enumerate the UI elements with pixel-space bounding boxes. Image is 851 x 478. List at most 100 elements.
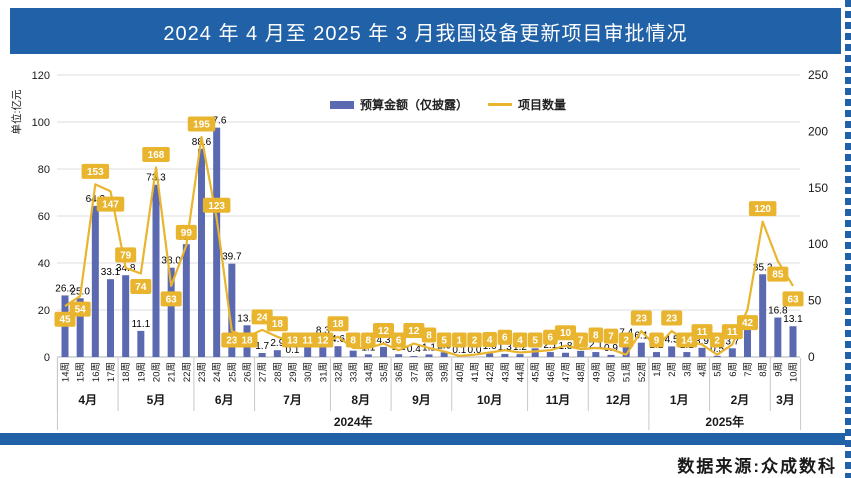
budget-bar — [744, 328, 751, 357]
count-label-box — [527, 332, 543, 348]
month-label: 11月 — [546, 393, 571, 407]
count-label: 120 — [754, 204, 771, 215]
count-label: 11 — [727, 327, 738, 338]
count-label: 85 — [772, 270, 784, 281]
count-label-box — [512, 332, 528, 348]
count-label-box — [175, 224, 197, 240]
count-label-box — [187, 116, 216, 132]
count-label-box — [391, 332, 406, 348]
x-axis-week-label: 16周 — [91, 362, 102, 382]
count-label-box — [266, 316, 288, 332]
count-label: 168 — [148, 150, 165, 161]
x-axis-week-label: 4周 — [698, 362, 709, 377]
x-axis-week-label: 44周 — [516, 362, 527, 382]
count-label: 6 — [548, 333, 554, 344]
count-label-box — [691, 324, 713, 340]
count-label: 12 — [317, 336, 329, 347]
count-label-box — [361, 332, 376, 348]
budget-value-label: 73.3 — [146, 173, 166, 184]
count-label-box — [543, 329, 558, 345]
legend-item-count: 项目数量 — [488, 96, 566, 113]
budget-bar — [213, 127, 221, 357]
count-label: 12 — [378, 326, 390, 337]
count-label: 74 — [135, 282, 147, 293]
x-axis-week-label: 35周 — [379, 362, 390, 382]
x-axis-week-label: 10周 — [789, 362, 800, 382]
count-label: 18 — [332, 319, 344, 330]
budget-bar — [622, 339, 630, 357]
count-label: 63 — [787, 294, 799, 305]
count-label-box — [421, 327, 437, 343]
budget-bar — [653, 352, 660, 357]
month-label: 12月 — [606, 393, 631, 407]
count-label: 1 — [457, 336, 463, 347]
x-axis-week-label: 15周 — [76, 362, 87, 382]
month-label: 9月 — [412, 393, 431, 407]
count-label: 23 — [226, 336, 238, 347]
left-axis-tick-label: 100 — [32, 117, 50, 129]
x-axis-week-label: 17周 — [106, 362, 117, 382]
month-label: 10月 — [477, 393, 502, 407]
count-label-box — [312, 332, 334, 348]
budget-bar — [395, 354, 403, 357]
count-label: 6 — [502, 333, 508, 344]
line-series-swatch — [488, 103, 513, 106]
count-label: 2 — [623, 336, 629, 347]
x-axis-week-label: 21周 — [167, 362, 178, 382]
budget-bar — [698, 347, 706, 357]
x-axis-week-label: 28周 — [273, 362, 284, 382]
count-label: 9 — [654, 336, 660, 347]
budget-bar — [562, 352, 569, 357]
count-label: 8 — [366, 336, 372, 347]
count-label-box — [782, 291, 804, 307]
budget-value-label: 26.2 — [55, 283, 75, 294]
count-label: 10 — [560, 328, 572, 339]
budget-bar — [789, 326, 797, 357]
budget-value-label: 64.3 — [86, 194, 106, 205]
budget-value-label: 35.2 — [753, 262, 773, 273]
budget-bar — [380, 346, 387, 357]
chart-legend: 预算金额（仅披露） 项目数量 — [330, 96, 566, 113]
x-axis-week-label: 9周 — [773, 362, 784, 377]
count-label: 5 — [441, 336, 447, 347]
count-label-box — [497, 329, 513, 345]
year-label: 2024年 — [334, 414, 373, 429]
count-label-box — [436, 332, 452, 348]
x-axis-week-label: 38周 — [425, 362, 436, 382]
count-label: 45 — [59, 315, 71, 326]
count-label-box — [767, 266, 789, 282]
x-axis-week-label: 41周 — [470, 362, 481, 382]
x-axis-week-label: 52周 — [637, 362, 648, 382]
budget-bar — [577, 350, 585, 357]
budget-value-label: 2.9 — [270, 338, 284, 349]
budget-bar — [137, 330, 145, 357]
budget-value-label: 4.6 — [331, 334, 345, 345]
count-label: 123 — [208, 201, 225, 212]
count-label-box — [618, 332, 634, 348]
budget-value-label: 6.1 — [634, 331, 648, 342]
x-axis-week-label: 51周 — [622, 362, 633, 382]
count-label: 23 — [666, 314, 678, 325]
x-axis-week-label: 1周 — [652, 362, 663, 377]
budget-bar — [91, 205, 99, 357]
count-label-box — [603, 328, 619, 344]
left-axis-tick-label: 20 — [38, 305, 50, 317]
x-axis-week-label: 47周 — [561, 362, 572, 382]
budget-bar — [759, 274, 767, 357]
budget-value-label: 13.1 — [783, 314, 803, 325]
budget-value-label: 3.9 — [695, 336, 709, 347]
x-axis-week-label: 2周 — [667, 362, 678, 377]
budget-bar — [273, 350, 281, 357]
count-label-box — [327, 316, 349, 332]
count-label-box — [588, 327, 604, 343]
budget-bar — [107, 279, 114, 357]
x-axis-week-label: 36周 — [394, 362, 405, 382]
budget-bar — [167, 267, 175, 357]
budget-value-label: 33.1 — [101, 267, 121, 278]
budget-bar — [122, 275, 130, 357]
count-label-box — [573, 332, 588, 348]
month-label: 5月 — [147, 393, 166, 407]
bottom-divider-band — [0, 433, 851, 445]
x-axis-week-label: 43周 — [500, 362, 511, 382]
right-axis-tick-label: 200 — [808, 124, 828, 138]
